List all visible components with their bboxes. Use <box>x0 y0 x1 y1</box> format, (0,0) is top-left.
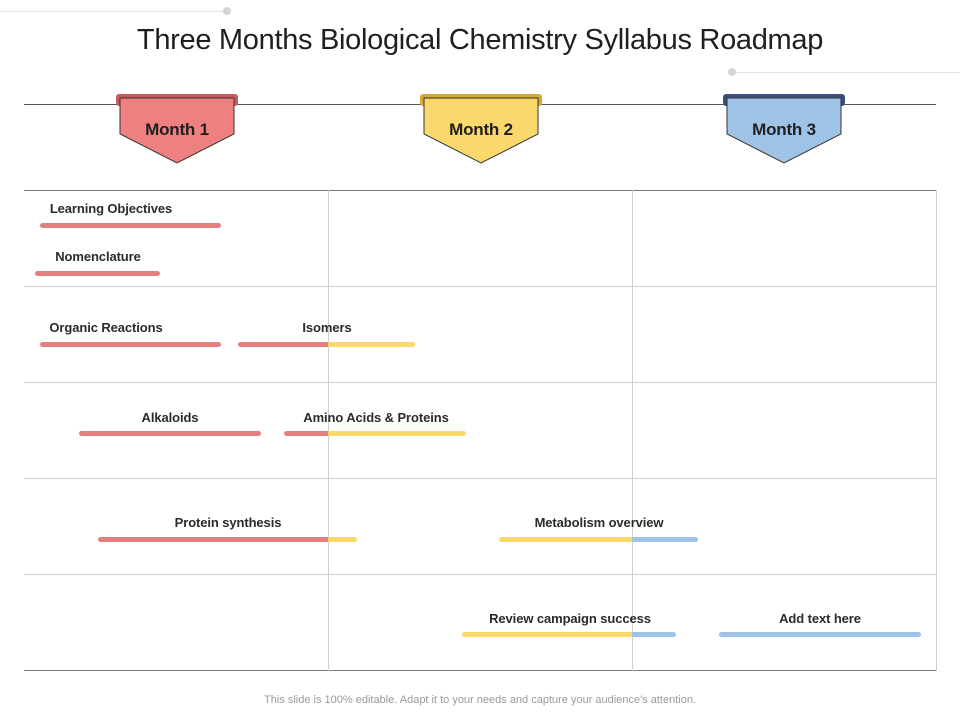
task-label-review-campaign-success: Review campaign success <box>489 611 651 626</box>
grid-column-line <box>328 190 329 671</box>
month-1-pennant <box>119 97 235 164</box>
task-label-alkaloids: Alkaloids <box>141 410 199 425</box>
task-bar-organic-reactions <box>40 342 221 347</box>
task-bar-review-campaign-success <box>462 632 676 637</box>
task-label-isomers: Isomers <box>302 320 352 335</box>
decorative-dot-top-left <box>223 7 231 15</box>
task-label-protein-synthesis: Protein synthesis <box>174 515 282 530</box>
task-label-amino-acids-proteins: Amino Acids & Proteins <box>303 410 449 425</box>
month-badge-3: Month 3 <box>723 94 845 166</box>
grid-row-line <box>24 382 936 383</box>
grid-row-line <box>24 670 936 671</box>
task-bar-metabolism-overview <box>499 537 698 542</box>
task-bar-protein-synthesis <box>98 537 357 542</box>
grid-row-line <box>24 286 936 287</box>
task-label-add-text-here: Add text here <box>779 611 861 626</box>
page-title: Three Months Biological Chemistry Syllab… <box>136 24 824 56</box>
footer-note: This slide is 100% editable. Adapt it to… <box>264 694 696 706</box>
task-bar-add-text-here <box>719 632 921 637</box>
decorative-line-top-left <box>0 11 226 12</box>
month-2-pennant <box>423 97 539 164</box>
decorative-line-top-right <box>734 72 960 73</box>
task-bar-nomenclature <box>35 271 160 276</box>
task-label-nomenclature: Nomenclature <box>55 249 141 264</box>
grid-column-line <box>632 190 633 671</box>
task-label-metabolism-overview: Metabolism overview <box>534 515 664 530</box>
month-1-label: Month 1 <box>145 120 209 139</box>
grid-row-line <box>24 190 936 191</box>
month-badge-2: Month 2 <box>420 94 542 166</box>
task-bar-isomers <box>238 342 415 347</box>
task-bar-learning-objectives <box>40 223 221 228</box>
task-label-learning-objectives: Learning Objectives <box>49 201 173 216</box>
month-3-pennant <box>726 97 842 164</box>
task-bar-alkaloids <box>79 431 261 436</box>
month-badge-1: Month 1 <box>116 94 238 166</box>
month-3-label: Month 3 <box>752 120 816 139</box>
grid-column-line <box>936 190 937 671</box>
task-label-organic-reactions: Organic Reactions <box>49 320 163 335</box>
task-bar-amino-acids-proteins <box>284 431 466 436</box>
grid-row-line <box>24 478 936 479</box>
grid-row-line <box>24 574 936 575</box>
month-2-label: Month 2 <box>449 120 513 139</box>
decorative-dot-top-right <box>728 68 736 76</box>
